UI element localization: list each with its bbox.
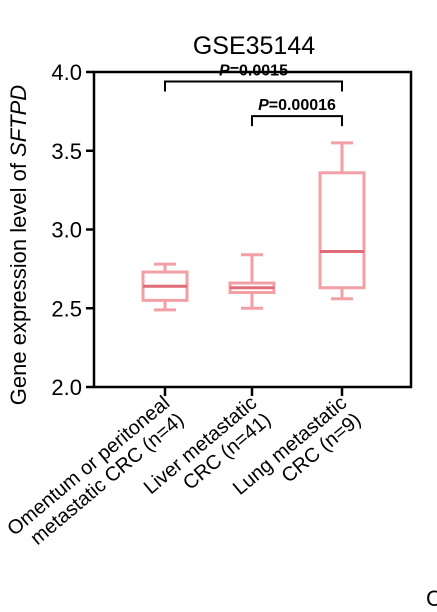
p-symbol: P (258, 97, 269, 114)
y-axis-label: Gene expression level of SFTPD (6, 85, 31, 405)
y-axis-label-gene: SFTPD (6, 85, 31, 157)
y-tick-label: 3.5 (51, 139, 82, 164)
corner-glyph: C (426, 586, 437, 611)
y-tick-label: 4.0 (51, 60, 82, 85)
significance-bracket (251, 115, 343, 127)
y-tick-label: 3.0 (51, 218, 82, 243)
x-tick-label-line1: Omentum or peritoneal (3, 392, 174, 540)
p-value: =0.00016 (269, 97, 336, 114)
box-iqr (318, 171, 366, 290)
y-tick-label: 2.0 (51, 375, 82, 400)
y-axis-label-prefix: Gene expression level of (6, 157, 31, 405)
p-value-label: P=0.00016 (258, 97, 336, 114)
p-value: =0.0015 (230, 62, 288, 79)
p-value-label: P=0.0015 (219, 62, 288, 79)
p-symbol: P (219, 62, 230, 79)
chart-title: GSE35144 (193, 32, 315, 60)
significance-bracket (164, 80, 343, 92)
y-tick-label: 2.5 (51, 296, 82, 321)
